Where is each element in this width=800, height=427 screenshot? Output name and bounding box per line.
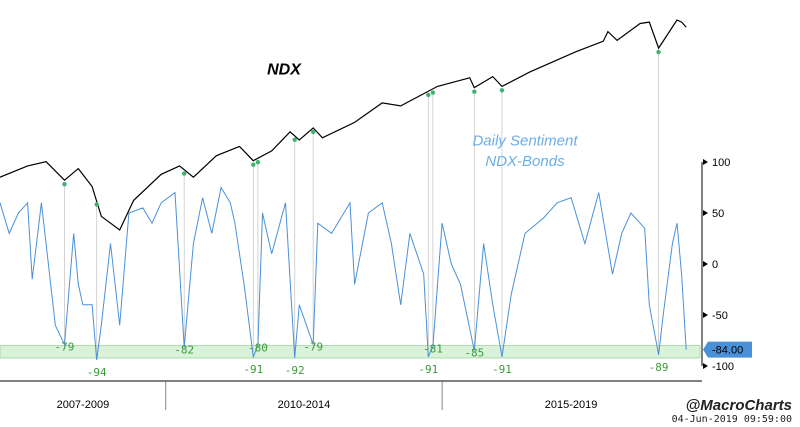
- low-label: -79: [55, 341, 75, 354]
- right-y-axis: 100 50 0 -50 -100: [701, 157, 734, 373]
- ndx-low-marker: [182, 171, 187, 176]
- y-tick-label: -100: [712, 361, 734, 373]
- low-label: -91: [243, 363, 263, 376]
- x-axis: 2007-2009 2010-2014 2015-2019: [0, 380, 702, 411]
- current-value-text: -84.00: [712, 345, 743, 357]
- ndx-low-marker: [310, 129, 316, 135]
- low-label: -89: [649, 361, 669, 374]
- low-label: -91: [418, 363, 438, 376]
- y-tick-mark: [703, 210, 708, 216]
- ndx-low-marker: [499, 88, 505, 93]
- y-tick-mark: [703, 261, 708, 267]
- y-tick-label: 0: [712, 259, 718, 271]
- ndx-low-marker: [251, 162, 256, 167]
- period-label: 2007-2009: [57, 399, 110, 411]
- ndx-low-marker: [62, 182, 67, 187]
- y-tick-label: 50: [712, 208, 724, 220]
- ndx-low-marker: [472, 89, 477, 94]
- ndx-low-marker: [292, 137, 297, 142]
- ndx-line: [0, 19, 687, 231]
- current-value-box: [703, 341, 752, 358]
- sentiment-line: [0, 186, 687, 360]
- ndx-low-marker: [430, 90, 436, 95]
- author-handle: @MacroCharts: [685, 397, 792, 414]
- low-label: -94: [87, 366, 107, 379]
- low-markers: [62, 49, 661, 207]
- low-label: -79: [303, 341, 323, 354]
- period-label: 2010-2014: [278, 399, 331, 411]
- extreme-zone: [0, 345, 701, 359]
- low-label: -92: [285, 364, 305, 377]
- timestamp: 04-Jun-2019 09:59:00: [671, 414, 792, 425]
- sentiment-title: Daily Sentiment: [472, 133, 578, 150]
- ndx-low-marker: [426, 92, 431, 98]
- y-tick-label: 100: [712, 157, 730, 169]
- low-label: -82: [174, 344, 194, 357]
- low-labels: -79 -94 -82 -91 -80 -92 -79 -91 -81 -85 -91 -89: [55, 341, 669, 379]
- y-tick-mark: [703, 159, 708, 165]
- low-label: -81: [423, 343, 443, 356]
- period-label: 2015-2019: [545, 399, 598, 411]
- ndx-low-marker: [656, 49, 661, 55]
- low-label: -85: [464, 347, 484, 360]
- ndx-label: NDX: [267, 61, 302, 78]
- y-tick-label: -50: [712, 310, 728, 322]
- low-label: -80: [248, 342, 268, 355]
- y-tick-mark: [703, 312, 708, 318]
- ndx-low-marker: [255, 159, 261, 165]
- y-tick-mark: [703, 363, 708, 369]
- low-connectors: [64, 52, 659, 360]
- sentiment-subtitle: NDX-Bonds: [485, 153, 565, 170]
- low-label: -91: [492, 363, 512, 376]
- ndx-low-marker: [94, 202, 99, 207]
- current-value-badge: -84.00: [703, 341, 752, 358]
